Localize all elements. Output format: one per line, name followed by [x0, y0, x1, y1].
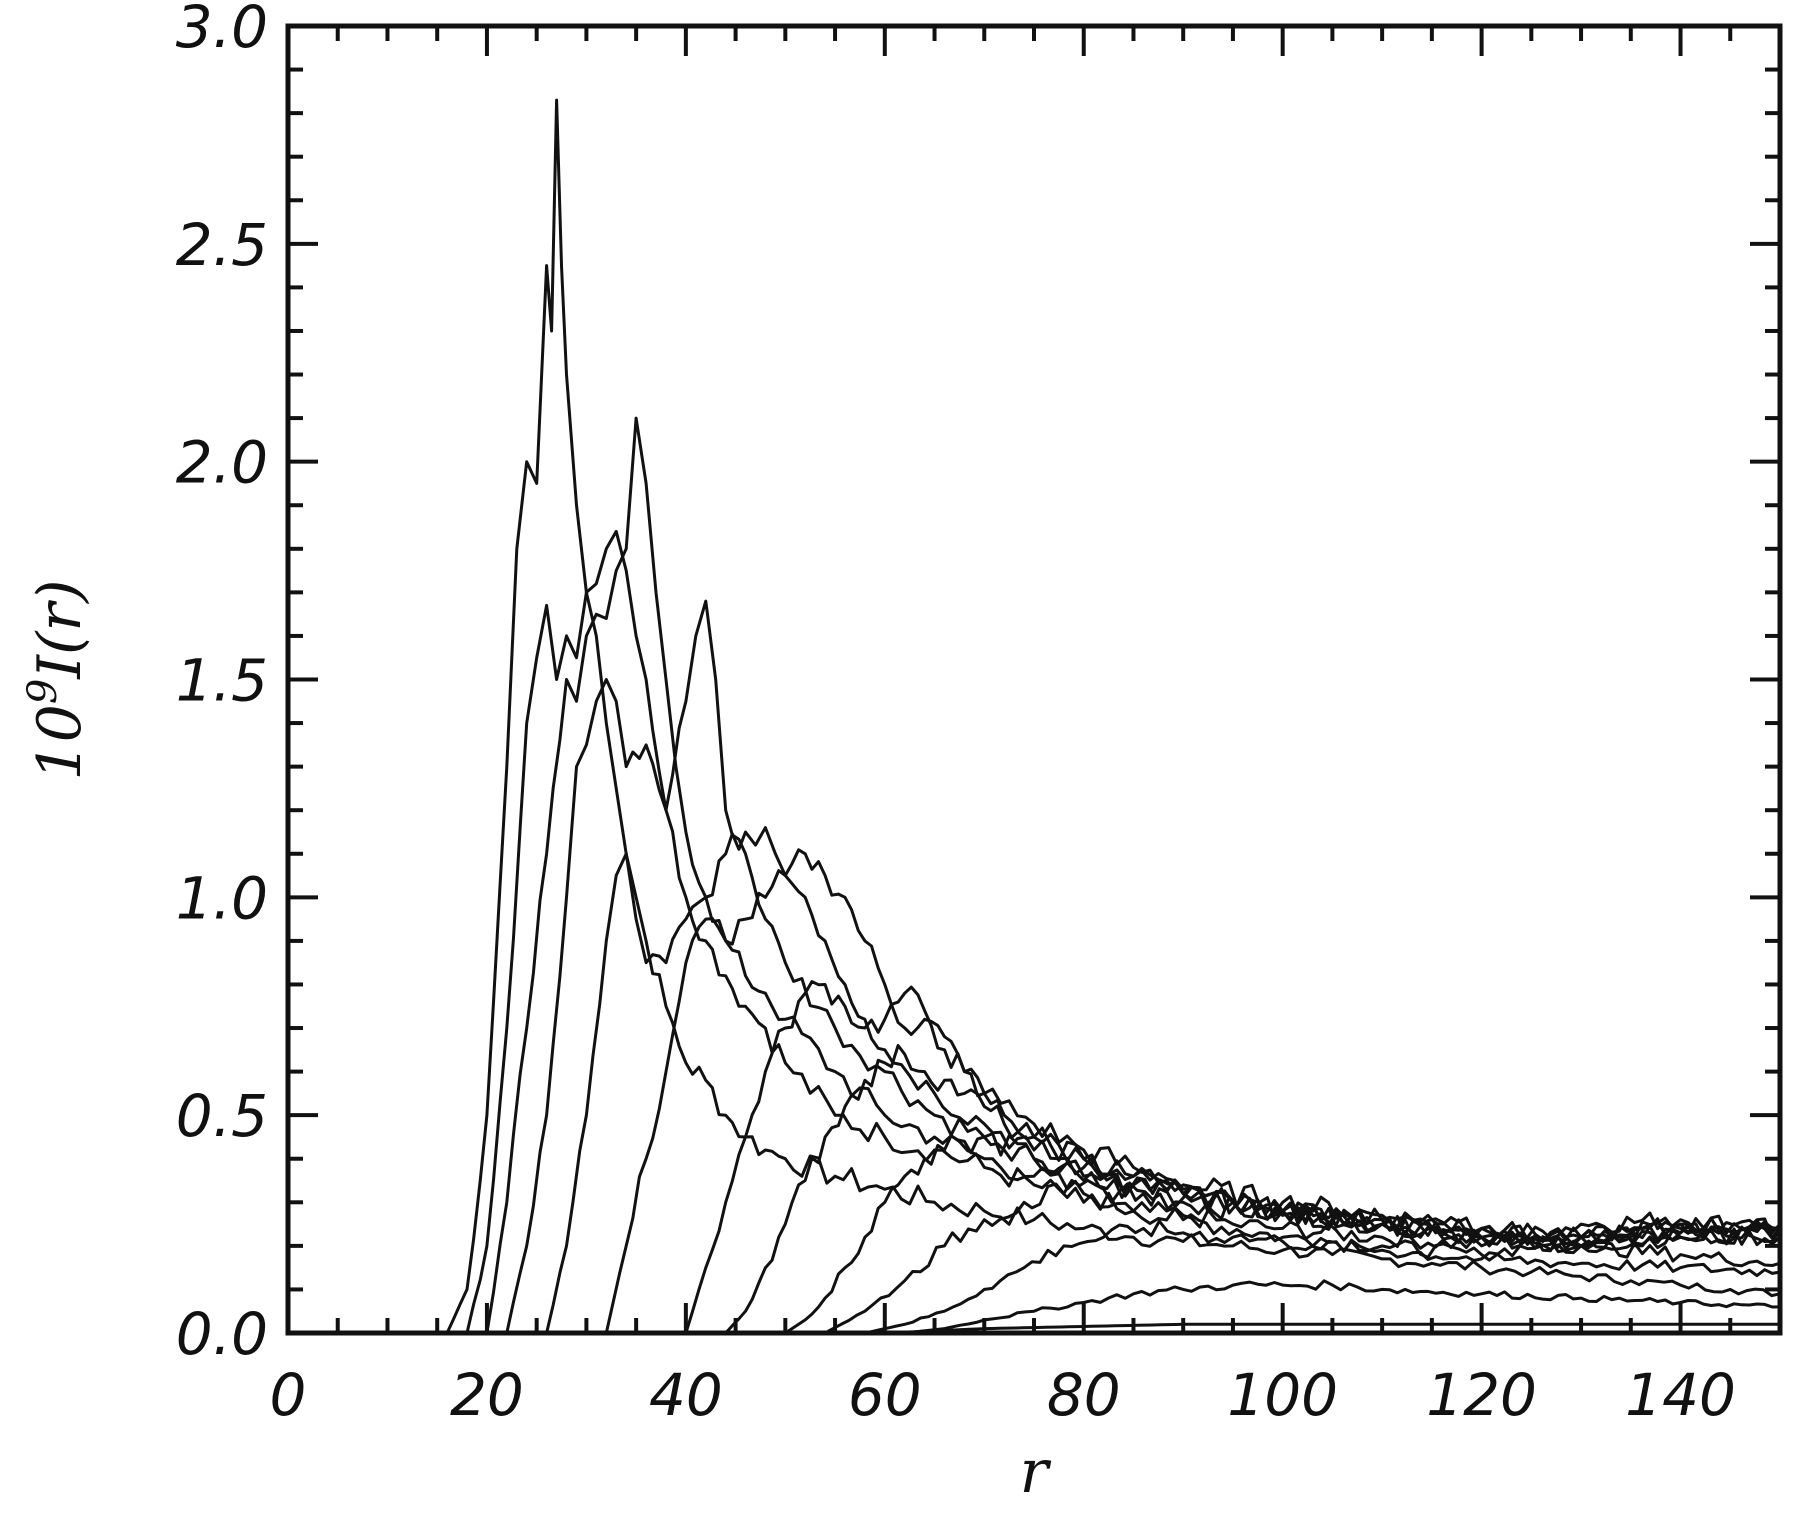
- series-line-10: [288, 1178, 1781, 1335]
- series-line-12: [288, 1279, 1781, 1335]
- y-tick-label: 1.0: [176, 864, 268, 932]
- y-tick-label: 2.5: [176, 211, 268, 279]
- x-tick-label: 120: [1426, 1361, 1537, 1429]
- y-axis-title-rest: I(r): [25, 579, 95, 679]
- tick-layer: 0.0 0.5 1.0 1.5 2.0 2.5 3.0 0 20 40 60 80 100 120 140: [176, 0, 1780, 1429]
- series-line-3: [288, 416, 1781, 1335]
- y-tick-label: 0.5: [176, 1082, 268, 1150]
- x-tick-label: 100: [1227, 1361, 1338, 1429]
- y-axis-title-exponent: 9: [20, 679, 66, 704]
- series-line-5: [288, 826, 1781, 1335]
- x-tick-label: 20: [450, 1361, 524, 1429]
- series-line-9: [288, 1134, 1781, 1335]
- x-tick-label: 0: [270, 1361, 307, 1429]
- series-line-2: [288, 529, 1781, 1335]
- y-axis-title-base: 10: [25, 704, 95, 780]
- series-layer: [288, 98, 1782, 1335]
- y-axis-title: 109I(r): [20, 579, 95, 780]
- x-tick-label: 140: [1625, 1361, 1736, 1429]
- series-line-4: [288, 599, 1781, 1335]
- y-tick-label: 0.0: [176, 1300, 268, 1368]
- series-line-11: [288, 1219, 1781, 1335]
- x-tick-label: 60: [848, 1361, 922, 1429]
- y-tick-label: 2.0: [176, 429, 268, 497]
- x-tick-label: 40: [649, 1361, 723, 1429]
- y-tick-label: 3.0: [176, 0, 268, 61]
- series-line-6: [288, 848, 1782, 1335]
- x-axis-title: r: [1020, 1437, 1052, 1507]
- series-line-1: [288, 98, 1781, 1335]
- y-tick-label: 1.5: [176, 647, 268, 715]
- series-line-8: [288, 1044, 1782, 1335]
- x-tick-label: 80: [1047, 1361, 1121, 1429]
